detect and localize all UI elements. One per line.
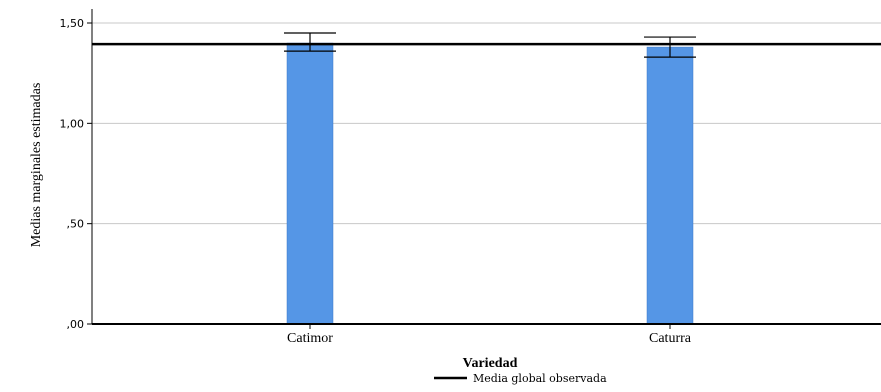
x-tick-label-catimor: Catimor: [287, 331, 333, 346]
y-axis-title: Medias marginales estimadas: [29, 83, 44, 248]
x-tick-label-caturra: Caturra: [649, 331, 692, 346]
bar-catimor: [286, 42, 334, 325]
y-tick-label-3: 1,50: [60, 17, 85, 30]
label-layer: ,00 ,50 1,00 1,50 Catimor Caturra: [60, 17, 692, 346]
y-tick-label-1: ,50: [67, 218, 85, 231]
axis-layer: [87, 9, 881, 329]
bar-layer: [286, 42, 694, 325]
legend: Media global observada: [434, 372, 607, 385]
bar-caturra: [646, 46, 694, 325]
legend-label: Media global observada: [473, 372, 607, 385]
x-axis-title: Variedad: [463, 356, 518, 371]
y-tick-label-2: 1,00: [60, 117, 85, 130]
grid-layer: [92, 22, 881, 225]
errorbar-layer: [284, 32, 696, 58]
y-tick-label-0: ,00: [67, 318, 85, 331]
